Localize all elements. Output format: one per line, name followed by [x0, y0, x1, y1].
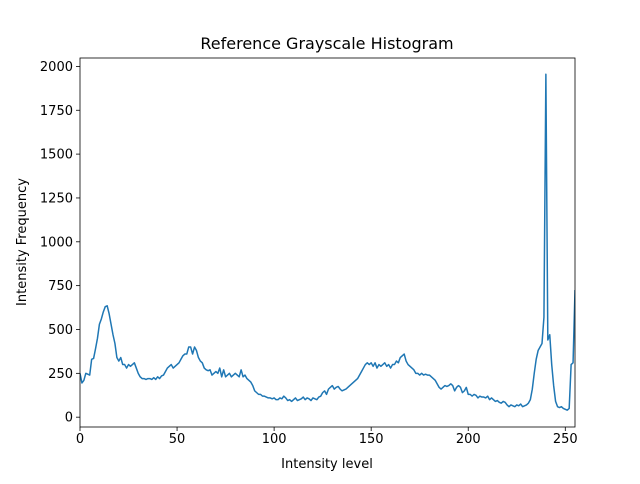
- y-tick-label: 1250: [40, 191, 73, 206]
- x-tick-label: 50: [169, 432, 186, 447]
- y-tick-label: 1000: [40, 235, 73, 250]
- y-tick-label: 1500: [40, 148, 73, 163]
- y-tick-label: 250: [48, 367, 73, 382]
- y-tick-label: 0: [65, 411, 73, 426]
- chart-title: Reference Grayscale Histogram: [200, 34, 453, 53]
- y-axis-label: Intensity Frequency: [15, 178, 30, 306]
- x-tick-label: 250: [553, 432, 578, 447]
- x-axis-label: Intensity level: [281, 457, 373, 472]
- x-tick-label: 100: [262, 432, 287, 447]
- y-tick-label: 500: [48, 323, 73, 338]
- y-tick-label: 1750: [40, 104, 73, 119]
- series-line: [80, 73, 575, 411]
- x-tick-label: 150: [359, 432, 384, 447]
- y-tick-label: 750: [48, 279, 73, 294]
- y-tick-label: 2000: [40, 60, 73, 75]
- plot-frame: [79, 57, 576, 428]
- x-tick-label: 200: [456, 432, 481, 447]
- x-tick-label: 0: [76, 432, 84, 447]
